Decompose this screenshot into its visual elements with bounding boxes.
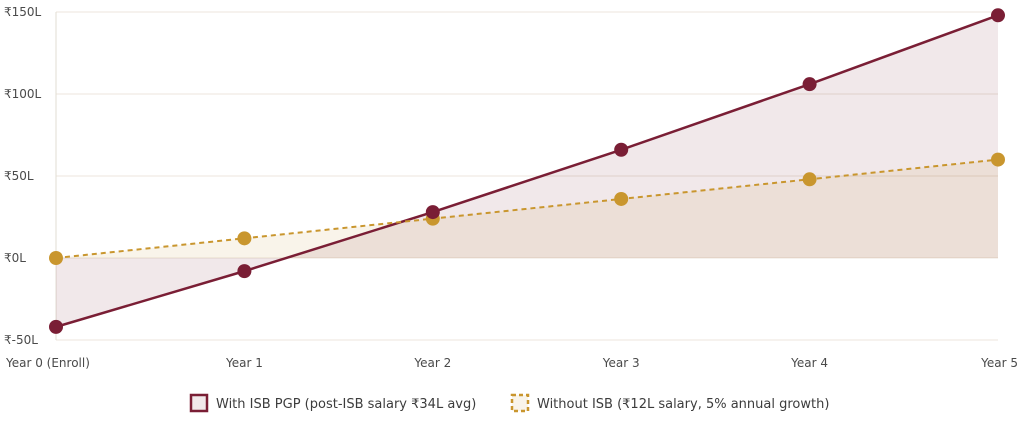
data-point-series-0 [614,142,629,157]
x-tick-label: Year 5 [980,356,1018,370]
y-tick-label: ₹-50L [4,333,38,347]
series-line-0 [55,14,999,329]
data-point-series-0 [425,205,440,220]
y-tick-label: ₹100L [4,87,42,101]
legend-swatch-1 [510,393,530,413]
data-point-series-1 [991,152,1005,167]
series-line-1 [55,158,999,259]
legend-swatch-0 [189,393,209,413]
y-axis-tick-labels: ₹-50L ₹0L ₹50L ₹100L ₹150L [4,5,42,347]
x-tick-label: Year 4 [790,356,828,370]
series-area-1 [56,159,998,258]
data-point-series-0 [991,8,1005,23]
y-tick-label: ₹150L [4,5,42,19]
data-point-series-0 [237,264,252,279]
y-tick-label: ₹0L [4,251,26,265]
x-tick-label: Year 2 [413,356,451,370]
line-layer [55,14,999,329]
area-layer [56,15,998,327]
data-point-series-0 [49,319,63,334]
x-tick-label: Year 0 (Enroll) [5,356,90,370]
legend-label-0: With ISB PGP (post-ISB salary ₹34L avg) [216,397,476,412]
data-point-series-1 [802,172,817,187]
data-point-series-1 [614,191,629,206]
y-tick-label: ₹50L [4,169,34,183]
legend-label-1: Without ISB (₹12L salary, 5% annual grow… [537,397,829,412]
grid-layer [55,11,998,341]
legend: With ISB PGP (post-ISB salary ₹34L avg) W… [189,393,829,413]
point-layer [49,8,1005,334]
x-axis-tick-labels: Year 0 (Enroll) Year 1 Year 2 Year 3 Year 4 Y… [5,356,1018,370]
x-tick-label: Year 1 [225,356,263,370]
x-tick-label: Year 3 [602,356,640,370]
series-area-0 [56,15,998,327]
data-point-series-1 [49,251,63,265]
data-point-series-1 [237,231,252,246]
data-point-series-0 [802,77,817,92]
